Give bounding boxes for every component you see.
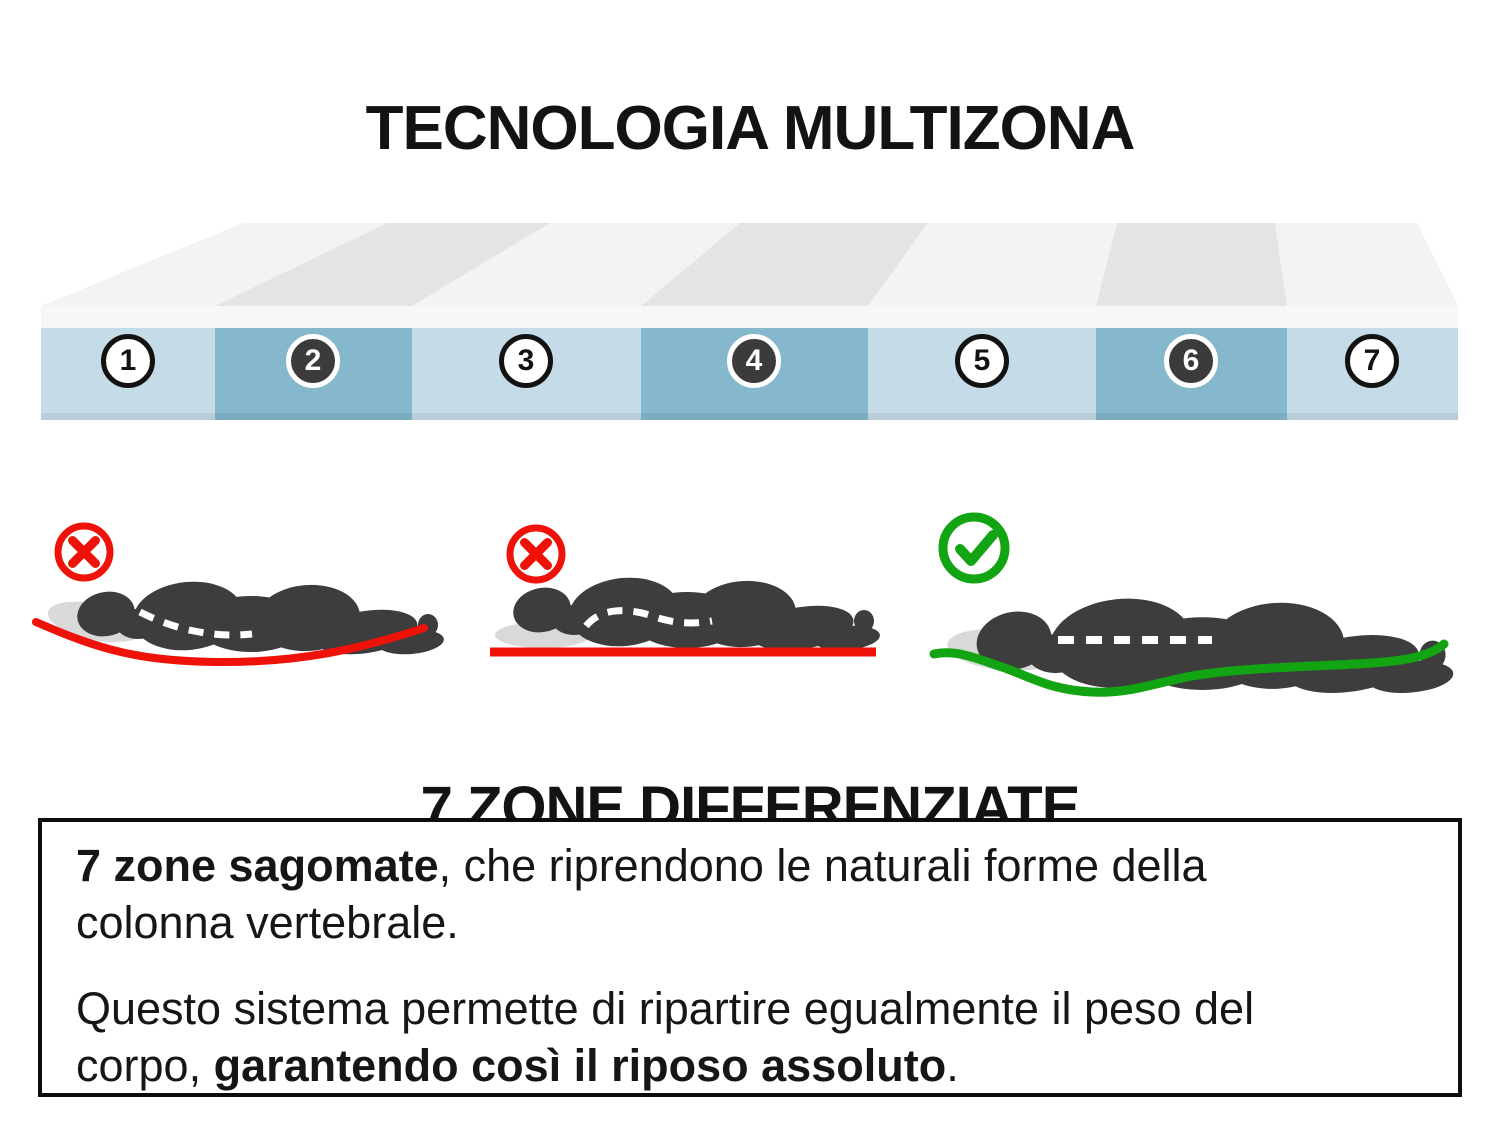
mattress-bottom-shadow (41, 413, 1458, 420)
body-silhouette (73, 576, 445, 661)
mattress-top-surface (41, 223, 1458, 306)
top-stripe-7 (1275, 223, 1458, 306)
spine-line-arched-up (583, 607, 713, 629)
mattress-edge-band (41, 306, 1458, 328)
mattress-line-contour (929, 639, 1449, 697)
figure-wrong-sagging (32, 522, 445, 667)
zone-badge-7: 7 (1345, 334, 1399, 388)
figure-wrong-rigid (490, 524, 881, 657)
zone-badge-3: 3 (499, 334, 553, 388)
pillow (495, 622, 591, 648)
top-stripe-2 (215, 223, 550, 306)
info-p1-bold: 7 zone sagomate (76, 840, 439, 891)
pillow (947, 629, 1057, 671)
top-stripe-1 (41, 223, 387, 306)
top-stripe-4 (641, 223, 928, 306)
x-icon (54, 522, 114, 582)
zone-badge-4: 4 (727, 334, 781, 388)
info-p2-end: . (946, 1040, 959, 1092)
check-icon (938, 512, 1010, 584)
page-title: TECNOLOGIA MULTIZONA (365, 93, 1136, 163)
top-stripe-6 (1096, 223, 1287, 306)
zone-badge-2: 2 (286, 334, 340, 388)
figure-correct-contour (929, 512, 1455, 702)
mattress-diagram (41, 223, 1458, 420)
x-icon (506, 524, 566, 584)
pillow (47, 601, 143, 643)
top-stripe-5 (868, 223, 1117, 306)
info-paragraph-2: Questo sistema permette di ripartire egu… (76, 981, 1366, 1093)
zone-badge-6: 6 (1164, 334, 1218, 388)
body-silhouette (971, 591, 1455, 702)
info-p2-start: Questo sistema permette di ripartire egu… (76, 983, 1255, 1092)
mattress-line-sagging (32, 618, 428, 667)
spine-line-curved-down (138, 608, 253, 639)
info-paragraph-1: 7 zone sagomate, che riprendono le natur… (76, 838, 1366, 951)
info-p2-bold: garantendo così il riposo assoluto (213, 1040, 947, 1092)
info-box: 7 zone sagomate, che riprendono le natur… (38, 818, 1462, 1097)
body-silhouette (509, 572, 881, 657)
top-stripe-3 (412, 223, 740, 306)
zone-badge-1: 1 (101, 334, 155, 388)
zone-badge-5: 5 (955, 334, 1009, 388)
info-p1-rest: , che riprendono le naturali forme della… (76, 840, 1207, 948)
